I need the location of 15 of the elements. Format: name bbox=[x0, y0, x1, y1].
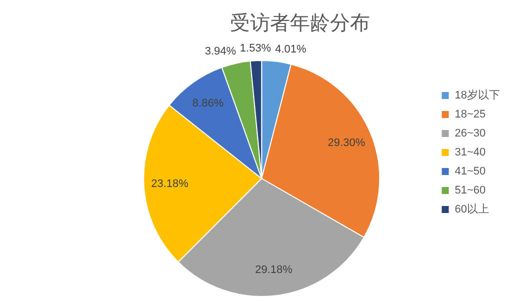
chart-title: 受访者年龄分布 bbox=[230, 12, 370, 35]
data-label: 3.94% bbox=[204, 46, 236, 58]
data-label: 8.86% bbox=[192, 98, 224, 110]
legend-label: 51~60 bbox=[454, 184, 486, 197]
legend-label: 41~50 bbox=[454, 166, 486, 178]
legend-label: 31~40 bbox=[454, 146, 486, 159]
legend-label: 60以上 bbox=[454, 202, 490, 216]
data-label: 29.30% bbox=[328, 136, 366, 149]
data-label: 29.18% bbox=[255, 264, 293, 276]
data-label: 4.01% bbox=[275, 44, 306, 56]
legend-label: 18~25 bbox=[454, 108, 486, 121]
legend-label: 26~30 bbox=[454, 128, 486, 140]
data-label: 23.18% bbox=[151, 178, 189, 190]
legend-label: 18岁以下 bbox=[454, 88, 500, 102]
data-label: 1.53% bbox=[240, 42, 272, 55]
